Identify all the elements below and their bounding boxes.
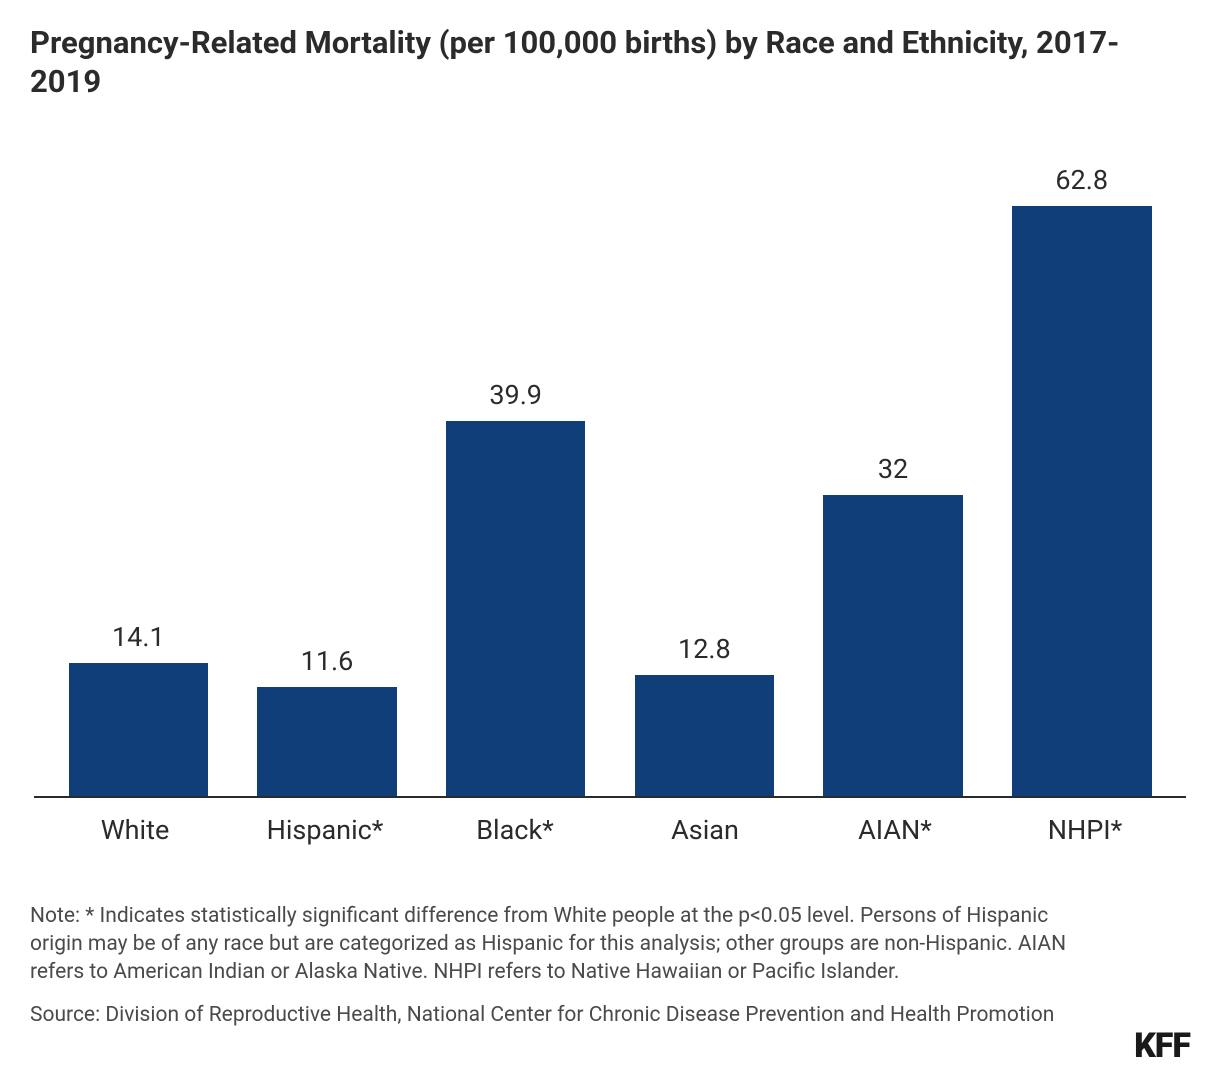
bar-rect	[823, 495, 963, 795]
x-axis-category-label: Black*	[420, 814, 610, 846]
x-axis-category-label: NHPI*	[990, 814, 1180, 846]
chart-plot-area: 14.1 11.6 39.9 12.8 32 62.8	[34, 138, 1186, 798]
bar-value-label: 12.8	[678, 633, 731, 665]
footnote-text: Note: * Indicates statistically signific…	[30, 902, 1080, 987]
x-axis-category-label: White	[40, 814, 230, 846]
bar-value-label: 14.1	[112, 621, 165, 653]
bar-value-label: 11.6	[301, 645, 354, 677]
bars-container: 14.1 11.6 39.9 12.8 32 62.8	[34, 138, 1186, 798]
source-text: Source: Division of Reproductive Health,…	[30, 1001, 1080, 1029]
bar-value-label: 32	[878, 453, 908, 485]
bar-column: 14.1	[44, 138, 233, 796]
bar-value-label: 39.9	[489, 379, 542, 411]
bar-column: 39.9	[421, 138, 610, 796]
chart-footer: Note: * Indicates statistically signific…	[30, 902, 1190, 1029]
bar-column: 32	[799, 138, 988, 796]
bar-value-label: 62.8	[1055, 164, 1108, 196]
bar-rect	[446, 421, 586, 795]
chart-title: Pregnancy-Related Mortality (per 100,000…	[30, 24, 1190, 102]
bar-rect	[257, 687, 397, 796]
bar-rect	[635, 675, 775, 795]
x-axis-category-label: AIAN*	[800, 814, 990, 846]
x-axis-category-label: Asian	[610, 814, 800, 846]
x-axis-labels: WhiteHispanic*Black*AsianAIAN*NHPI*	[30, 814, 1190, 846]
bar-column: 62.8	[987, 138, 1176, 796]
kff-logo: KFF	[1134, 1026, 1190, 1066]
bar-rect	[69, 663, 209, 795]
bar-column: 12.8	[610, 138, 799, 796]
bar-column: 11.6	[233, 138, 422, 796]
bar-rect	[1012, 206, 1152, 795]
x-axis-category-label: Hispanic*	[230, 814, 420, 846]
